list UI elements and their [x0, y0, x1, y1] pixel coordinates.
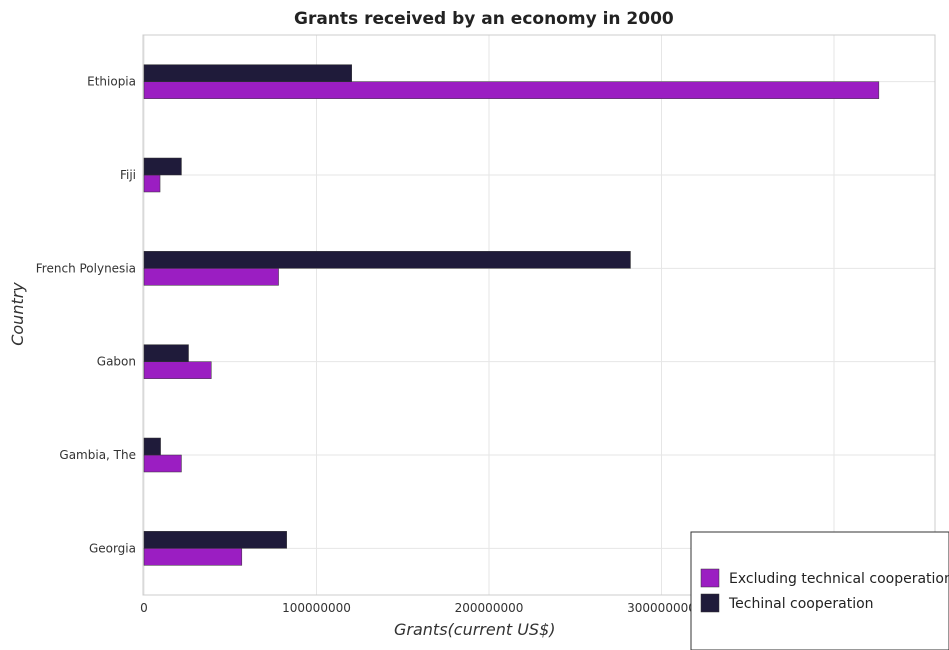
bar-excluding [143, 454, 182, 473]
bar-excluding [143, 548, 243, 566]
bar-excluding [143, 81, 880, 99]
y-tick-label: Gambia, The [59, 448, 136, 462]
bar-technical [143, 344, 189, 362]
grid [143, 35, 935, 595]
y-tick-label: Gabon [97, 355, 136, 369]
x-tick-label: 0 [140, 601, 148, 615]
legend-label-excluding: Excluding technical cooperation [729, 571, 949, 587]
bar-technical [143, 531, 287, 549]
y-tick-label: Fiji [120, 168, 136, 182]
legend-box [690, 531, 949, 650]
chart-title: Grants received by an economy in 2000 [294, 9, 674, 29]
y-tick-label: Georgia [89, 541, 136, 555]
y-tick-labels: Ethiopia Fiji French Polynesia Gabon Gambia,… [36, 75, 136, 556]
x-tick-label: 200000000 [455, 601, 524, 615]
legend: Excluding technical cooperation Techinal… [690, 531, 949, 650]
bar-excluding [143, 361, 212, 379]
bar-technical [143, 251, 631, 269]
y-axis-label: Country [8, 282, 27, 346]
legend-label-technical: Techinal cooperation [728, 596, 874, 612]
legend-swatch-technical [700, 593, 720, 613]
bar-technical [143, 64, 352, 82]
bar-technical [143, 157, 182, 176]
x-tick-label: 100000000 [282, 601, 351, 615]
x-tick-label: 300000000 [627, 601, 696, 615]
y-tick-label: French Polynesia [36, 261, 136, 275]
x-axis-label: Grants(current US$) [394, 620, 556, 639]
bar-technical [143, 437, 161, 456]
bar-excluding [143, 268, 279, 286]
bar-excluding [143, 174, 161, 193]
bars [143, 64, 880, 566]
plot-area [142, 34, 936, 596]
legend-swatch-excluding [700, 568, 720, 588]
y-tick-label: Ethiopia [87, 75, 136, 89]
